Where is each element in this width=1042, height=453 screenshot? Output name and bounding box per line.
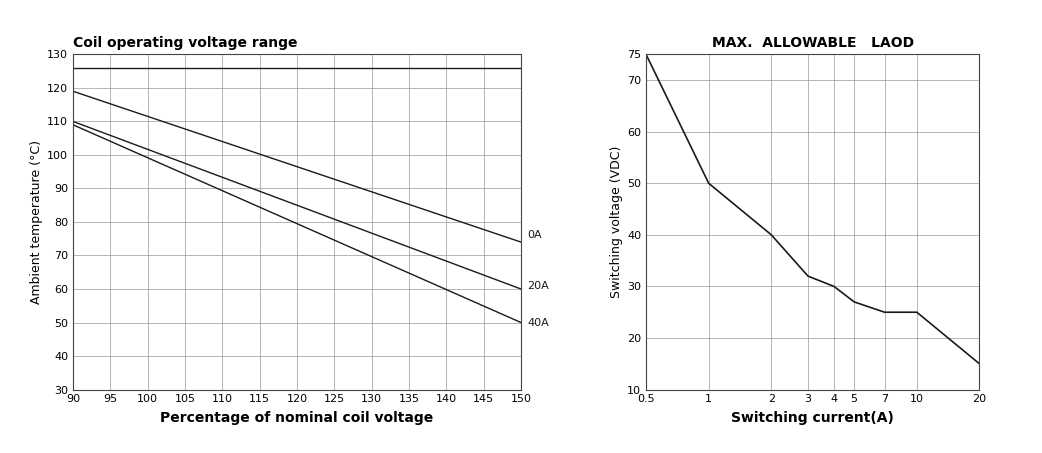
X-axis label: Switching current(A): Switching current(A) bbox=[731, 411, 894, 425]
Y-axis label: Switching voltage (VDC): Switching voltage (VDC) bbox=[610, 146, 623, 298]
Y-axis label: Ambient temperature (°C): Ambient temperature (°C) bbox=[30, 140, 43, 304]
Text: 40A: 40A bbox=[527, 318, 549, 328]
Text: Coil operating voltage range: Coil operating voltage range bbox=[73, 36, 297, 50]
X-axis label: Percentage of nominal coil voltage: Percentage of nominal coil voltage bbox=[160, 411, 433, 425]
Text: 20A: 20A bbox=[527, 281, 549, 291]
Title: MAX.  ALLOWABLE   LAOD: MAX. ALLOWABLE LAOD bbox=[712, 36, 914, 50]
Text: 0A: 0A bbox=[527, 231, 542, 241]
